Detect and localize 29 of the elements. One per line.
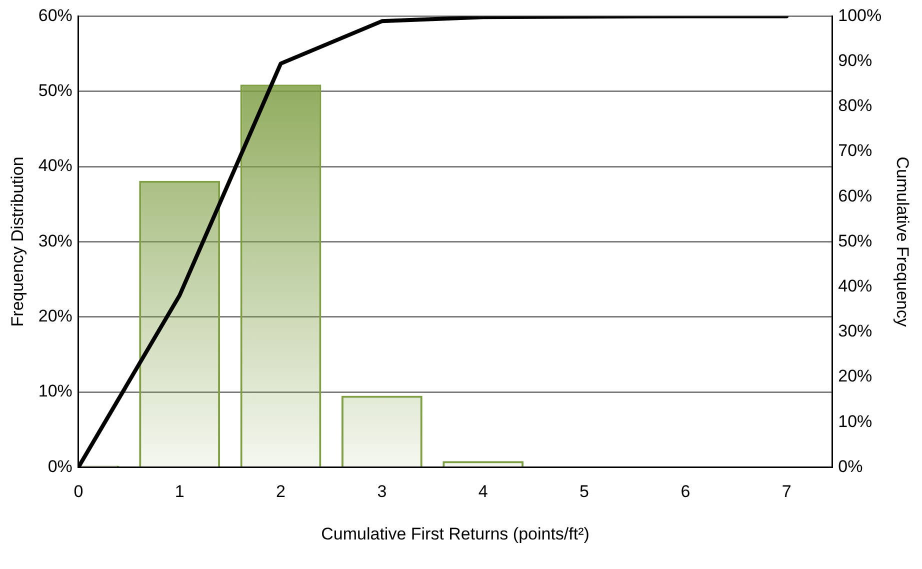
- y-axis-title: Frequency Distribution: [8, 156, 27, 327]
- y2-tick-label: 50%: [838, 231, 872, 250]
- y2-axis-title: Cumulative Frequency: [893, 156, 912, 328]
- x-tick-label: 5: [580, 482, 589, 502]
- y2-tick-label: 30%: [838, 322, 872, 341]
- x-tick-label: 6: [680, 482, 690, 502]
- y-tick-label: 60%: [38, 6, 72, 25]
- y-tick-label: 50%: [38, 81, 72, 100]
- x-tick-label: 7: [782, 482, 792, 502]
- y-tick-label: 0%: [48, 456, 72, 476]
- y2-tick-label: 0%: [838, 456, 863, 476]
- y-tick-label: 40%: [38, 156, 72, 176]
- x-tick-label: 1: [174, 482, 184, 502]
- x-tick-label: 2: [276, 482, 286, 502]
- y-tick-label: 30%: [38, 231, 72, 250]
- y2-tick-label: 100%: [838, 6, 882, 25]
- y2-tick-label: 70%: [838, 141, 872, 160]
- x-tick-label: 4: [478, 482, 488, 502]
- y2-tick-label: 40%: [838, 276, 872, 296]
- y2-tick-label: 60%: [838, 186, 872, 206]
- x-tick-label: 3: [377, 482, 387, 502]
- y2-tick-label: 10%: [838, 412, 872, 431]
- y2-tick-label: 90%: [838, 50, 872, 70]
- x-axis-title: Cumulative First Returns (points/ft²): [321, 524, 590, 544]
- y2-tick-label: 80%: [838, 96, 872, 116]
- y2-tick-label: 20%: [838, 366, 872, 386]
- y-tick-label: 20%: [38, 306, 72, 326]
- x-tick-label: 0: [74, 482, 84, 502]
- y-tick-label: 10%: [38, 382, 72, 401]
